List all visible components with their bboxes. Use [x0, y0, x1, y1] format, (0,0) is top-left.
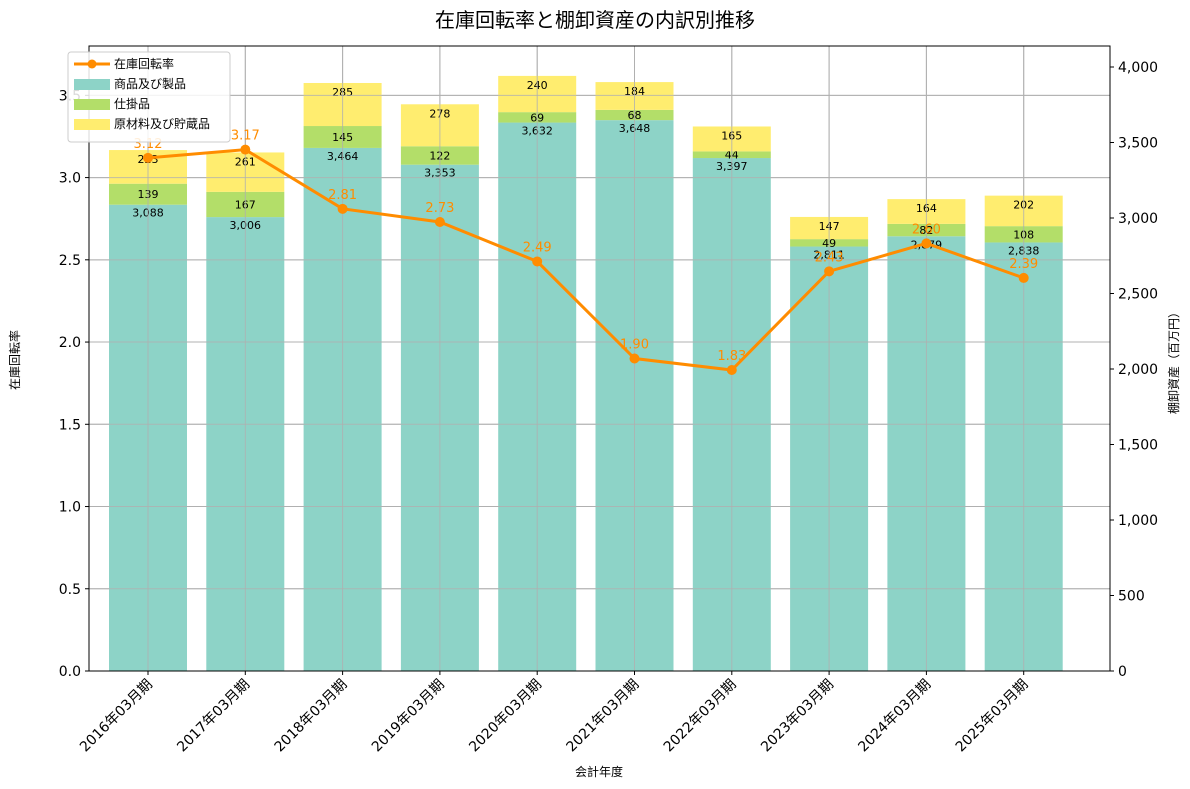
y-right-tick-label: 3,500	[1118, 135, 1158, 151]
x-tick-label: 2025年03月期	[953, 677, 1032, 756]
turnover-polyline	[147, 148, 1025, 372]
x-tick-label: 2024年03月期	[855, 677, 934, 756]
y-left-tick-label: 0.5	[59, 582, 81, 598]
turnover-value-label: 2.60	[912, 222, 941, 237]
legend-label: 原材料及び貯蔵品	[114, 117, 210, 131]
turnover-marker	[240, 144, 251, 155]
y-left-tick-label: 1.5	[59, 417, 81, 433]
y-right-tick-label: 4,000	[1118, 60, 1158, 76]
x-tick-label: 2016年03月期	[77, 677, 156, 756]
legend-label: 商品及び製品	[114, 76, 186, 91]
x-tick-label: 2017年03月期	[174, 677, 253, 756]
turnover-marker	[921, 238, 932, 249]
chart-title: 在庫回転率と棚卸資産の内訳別推移	[435, 8, 755, 32]
turnover-marker	[1018, 272, 1029, 283]
turnover-marker	[434, 216, 445, 227]
y-axis-right-label: 棚卸資産（百万円）	[1166, 306, 1181, 414]
legend-label: 在庫回転率	[114, 56, 174, 71]
turnover-value-label: 2.81	[328, 188, 357, 203]
y-right-tick-label: 3,000	[1118, 211, 1158, 227]
turnover-value-label: 2.39	[1009, 257, 1038, 272]
y-left-tick-label: 3.0	[59, 171, 81, 187]
turnover-value-label: 2.43	[815, 250, 844, 265]
turnover-marker	[726, 365, 737, 376]
legend-patch-swatch	[74, 119, 110, 130]
y-left-tick-label: 1.0	[59, 500, 81, 516]
y-right-tick-label: 1,500	[1118, 437, 1158, 453]
x-axis-label: 会計年度	[575, 764, 623, 779]
turnover-marker	[532, 256, 543, 267]
x-tick-label: 2023年03月期	[758, 677, 837, 756]
y-right-tick-label: 1,000	[1118, 513, 1158, 529]
legend-label: 仕掛品	[114, 96, 150, 111]
x-tick-label: 2019年03月期	[369, 677, 448, 756]
y-left-tick-label: 2.5	[59, 253, 81, 269]
turnover-marker	[629, 353, 640, 364]
y-right-tick-label: 500	[1118, 588, 1145, 604]
legend-patch-swatch	[74, 79, 110, 90]
turnover-line: 3.123.172.812.732.491.901.832.432.602.39	[134, 129, 1038, 376]
stacked-bars: 3,0881392233,0061672613,4641452853,35312…	[89, 46, 1110, 672]
x-tick-label: 2022年03月期	[661, 677, 740, 756]
y-right-tick-label: 2,500	[1118, 286, 1158, 302]
y-axis-left-label: 在庫回転率	[7, 330, 22, 390]
plot-frame	[88, 45, 1111, 672]
turnover-value-label: 2.49	[523, 240, 552, 255]
x-tick-label: 2020年03月期	[466, 677, 545, 756]
turnover-value-label: 2.73	[425, 201, 454, 216]
y-right-tick-label: 2,000	[1118, 362, 1158, 378]
turnover-marker	[824, 266, 835, 277]
y-left-tick-label: 0.0	[59, 664, 81, 680]
y-left-tick-label: 2.0	[59, 335, 81, 351]
legend-marker	[87, 59, 97, 69]
turnover-value-label: 1.90	[620, 338, 649, 353]
turnover-value-label: 1.83	[717, 349, 746, 364]
y-right-tick-label: 0	[1118, 664, 1127, 680]
turnover-marker	[337, 203, 348, 214]
x-tick-label: 2018年03月期	[272, 677, 351, 756]
legend-patch-swatch	[74, 99, 110, 110]
x-tick-label: 2021年03月期	[564, 677, 643, 756]
turnover-marker	[143, 152, 153, 163]
turnover-value-label: 3.17	[231, 129, 260, 144]
